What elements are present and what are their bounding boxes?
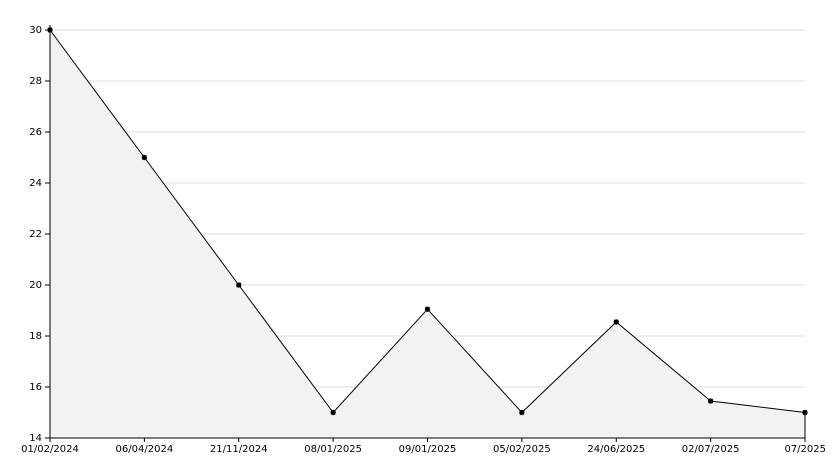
x-tick-label: 21/11/2024 <box>210 444 268 455</box>
y-tick-label: 28 <box>29 76 42 87</box>
y-tick-label: 16 <box>29 382 42 393</box>
y-tick-label: 30 <box>29 25 42 36</box>
y-tick-label: 20 <box>29 280 42 291</box>
area <box>50 30 805 438</box>
point <box>613 319 619 325</box>
point <box>708 398 714 404</box>
point <box>519 409 525 416</box>
y-tick-label: 14 <box>29 433 42 444</box>
x-tick-label: 24/06/2025 <box>587 444 645 455</box>
x-tick-label: 05/02/2025 <box>493 444 551 455</box>
x-tick-label: 09/01/2025 <box>399 444 457 455</box>
point <box>424 306 431 312</box>
point <box>236 282 242 288</box>
y-tick-label: 24 <box>29 178 42 189</box>
x-tick-label: 06/04/2024 <box>116 444 174 455</box>
y-tick-label: 18 <box>29 331 42 342</box>
x-tick-label: 02/07/2025 <box>682 444 740 455</box>
y-tick-label: 22 <box>29 229 42 240</box>
y-tick-label: 26 <box>29 127 42 138</box>
x-tick-label: 07/2025 <box>784 444 826 455</box>
point <box>330 409 336 416</box>
point <box>141 154 147 161</box>
x-tick-label: 01/02/2024 <box>21 444 79 455</box>
x-tick-label: 08/01/2025 <box>304 444 362 455</box>
point <box>802 409 808 416</box>
